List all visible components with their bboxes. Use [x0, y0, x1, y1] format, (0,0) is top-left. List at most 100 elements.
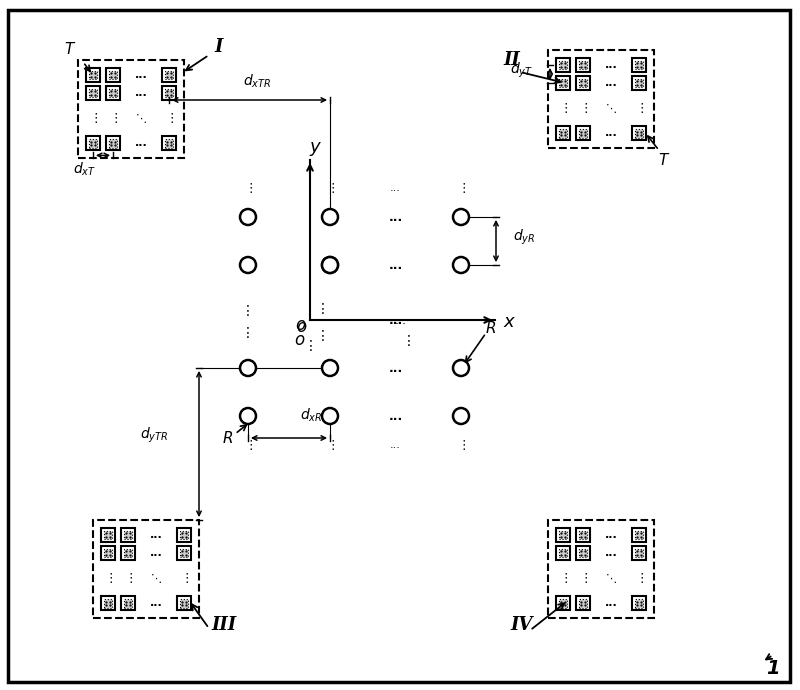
Text: $T$: $T$ — [658, 152, 670, 168]
Bar — [106, 68, 120, 82]
Bar — [104, 599, 112, 608]
Text: $T$: $T$ — [64, 41, 76, 57]
Circle shape — [322, 408, 338, 424]
Text: $\vdots$: $\vdots$ — [401, 333, 410, 348]
Bar — [576, 76, 590, 90]
Text: ...: ... — [134, 139, 147, 148]
Text: ...: ... — [390, 440, 401, 450]
Text: $\vdots$: $\vdots$ — [303, 337, 313, 353]
Bar — [635, 531, 643, 539]
Bar — [576, 126, 590, 140]
Text: $d_{xTR}$: $d_{xTR}$ — [243, 73, 272, 90]
Bar — [78, 60, 184, 159]
Bar — [635, 129, 643, 137]
Bar — [121, 528, 135, 542]
Text: $d_{xR}$: $d_{xR}$ — [300, 407, 322, 424]
Bar — [635, 61, 643, 69]
Bar — [180, 549, 188, 558]
Text: ...: ... — [388, 362, 402, 375]
Bar — [121, 596, 135, 611]
Bar — [635, 79, 643, 87]
Text: $\vdots$: $\vdots$ — [326, 181, 334, 195]
Text: $x$: $x$ — [503, 313, 516, 331]
Text: IV: IV — [510, 616, 532, 634]
Circle shape — [453, 209, 469, 225]
Bar — [109, 139, 118, 148]
Bar — [121, 546, 135, 560]
Bar — [548, 50, 654, 148]
Bar — [635, 599, 643, 608]
Text: ...: ... — [605, 128, 618, 139]
Bar — [86, 68, 100, 82]
Bar — [162, 86, 176, 100]
Bar — [578, 61, 587, 69]
Text: ...: ... — [605, 548, 618, 558]
Circle shape — [453, 408, 469, 424]
Text: $R$: $R$ — [486, 320, 497, 336]
Text: $\vdots$: $\vdots$ — [326, 437, 334, 452]
Text: $\vdots$: $\vdots$ — [634, 101, 643, 115]
Bar — [635, 549, 643, 558]
Bar — [576, 528, 590, 542]
Text: $\vdots$: $\vdots$ — [315, 328, 325, 342]
Circle shape — [240, 209, 256, 225]
Bar — [576, 596, 590, 611]
Bar — [124, 599, 132, 608]
Text: ...: ... — [134, 70, 147, 80]
Bar — [556, 76, 570, 90]
Bar — [556, 596, 570, 611]
Bar — [109, 89, 118, 97]
Bar — [558, 549, 567, 558]
Bar — [632, 126, 646, 140]
Text: $\ddots$: $\ddots$ — [605, 101, 617, 115]
Bar — [93, 520, 199, 618]
Bar — [165, 89, 174, 97]
Text: I: I — [214, 38, 222, 56]
Text: $\vdots$: $\vdots$ — [243, 181, 253, 195]
Text: ...: ... — [390, 184, 401, 193]
Text: ...: ... — [134, 88, 147, 98]
Text: III: III — [211, 616, 236, 634]
Bar — [109, 71, 118, 79]
Bar — [89, 89, 98, 97]
Text: ...: ... — [605, 530, 618, 540]
Circle shape — [322, 360, 338, 376]
Text: $\ddots$: $\ddots$ — [605, 572, 617, 584]
Circle shape — [322, 257, 338, 273]
Text: $d_{yTR}$: $d_{yTR}$ — [140, 426, 168, 446]
Bar — [162, 68, 176, 82]
Bar — [177, 546, 191, 560]
Text: $\vdots$: $\vdots$ — [315, 301, 325, 315]
Text: $\vdots$: $\vdots$ — [558, 101, 567, 115]
Text: $d_{xT}$: $d_{xT}$ — [74, 160, 97, 178]
Text: ...: ... — [388, 259, 402, 271]
Text: $\vdots$: $\vdots$ — [558, 571, 567, 585]
Bar — [165, 71, 174, 79]
Bar — [578, 549, 587, 558]
Text: $\vdots$: $\vdots$ — [103, 571, 113, 585]
Bar — [632, 546, 646, 560]
Circle shape — [453, 360, 469, 376]
Bar — [177, 596, 191, 611]
Text: $\vdots$: $\vdots$ — [165, 111, 174, 125]
Text: $\ddots$: $\ddots$ — [135, 112, 147, 125]
Bar — [632, 596, 646, 611]
Bar — [104, 549, 112, 558]
Bar — [106, 86, 120, 100]
Bar — [558, 79, 567, 87]
Text: II: II — [503, 51, 520, 69]
Bar — [632, 528, 646, 542]
Text: ...: ... — [388, 313, 402, 326]
Circle shape — [240, 360, 256, 376]
Bar — [180, 531, 188, 539]
Text: $\vdots$: $\vdots$ — [457, 437, 466, 452]
Bar — [124, 531, 132, 539]
Text: $\vdots$: $\vdots$ — [89, 111, 98, 125]
Text: $d_{yT}$: $d_{yT}$ — [510, 61, 534, 81]
Text: $\vdots$: $\vdots$ — [123, 571, 133, 585]
Bar — [558, 531, 567, 539]
Bar — [558, 61, 567, 69]
Text: $\vdots$: $\vdots$ — [240, 302, 250, 317]
Text: $\vdots$: $\vdots$ — [578, 101, 587, 115]
Text: 1: 1 — [766, 658, 780, 678]
